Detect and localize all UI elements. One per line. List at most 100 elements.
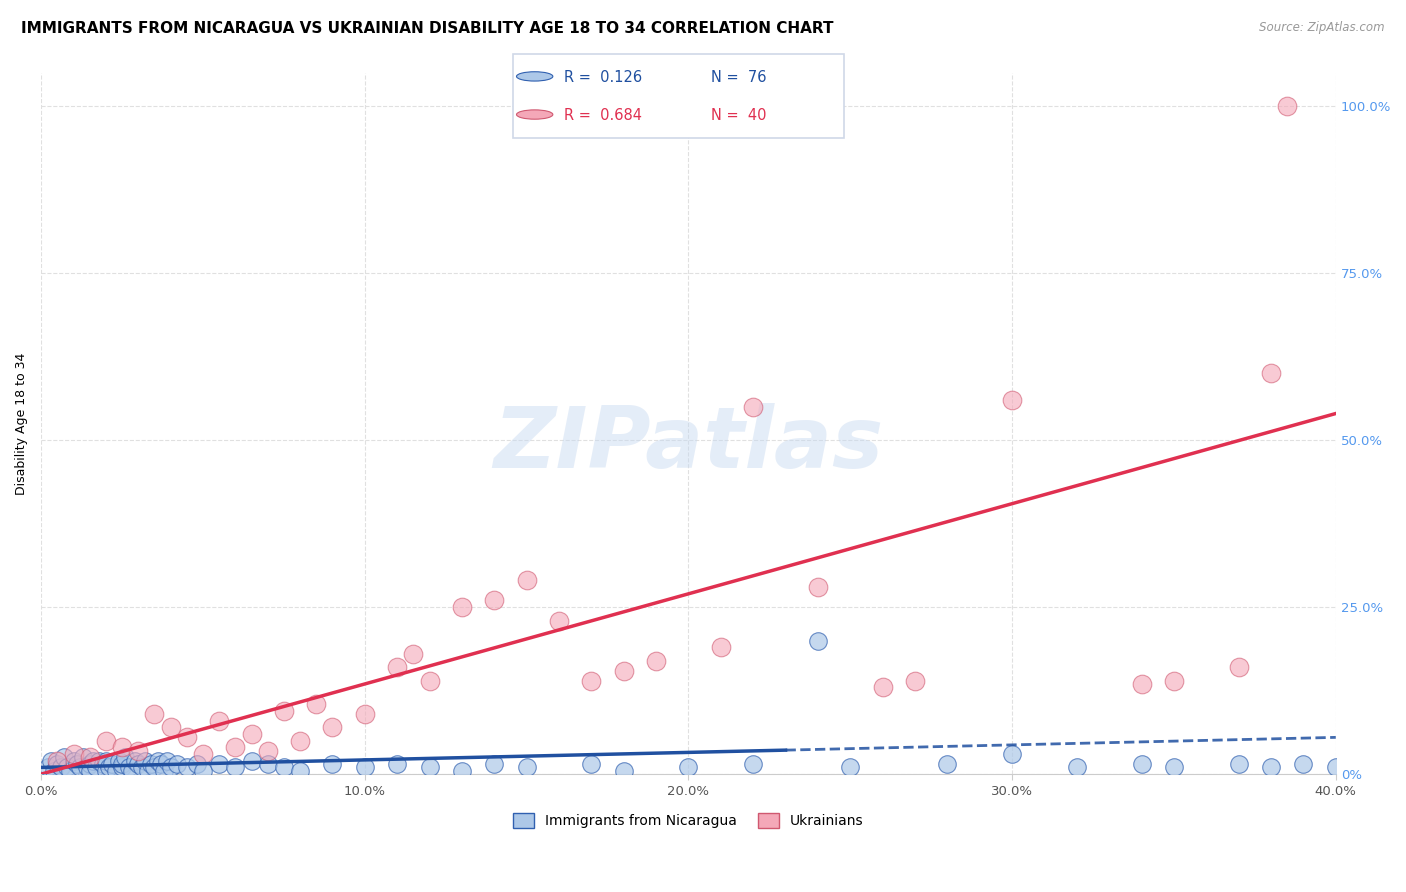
Legend: Immigrants from Nicaragua, Ukrainians: Immigrants from Nicaragua, Ukrainians — [508, 808, 869, 834]
Point — [387, 660, 409, 674]
Point — [141, 757, 163, 772]
Point — [37, 760, 59, 774]
Point — [353, 706, 375, 721]
Point — [208, 757, 231, 772]
Point — [1130, 677, 1153, 691]
Point — [208, 714, 231, 728]
Point — [62, 754, 84, 768]
Point — [419, 673, 441, 688]
Point — [451, 600, 474, 615]
Point — [143, 706, 166, 721]
Point — [419, 760, 441, 774]
Text: IMMIGRANTS FROM NICARAGUA VS UKRAINIAN DISABILITY AGE 18 TO 34 CORRELATION CHART: IMMIGRANTS FROM NICARAGUA VS UKRAINIAN D… — [21, 21, 834, 37]
Point — [645, 654, 668, 668]
Point — [402, 647, 425, 661]
Point — [1163, 760, 1185, 774]
Point — [904, 673, 927, 688]
Point — [166, 757, 188, 772]
Point — [69, 760, 91, 774]
Point — [79, 750, 101, 764]
Point — [581, 673, 603, 688]
Point — [1001, 393, 1024, 408]
Point — [79, 764, 101, 778]
Point — [807, 580, 830, 594]
Point — [1130, 757, 1153, 772]
Point — [321, 757, 343, 772]
Point — [82, 754, 104, 768]
FancyBboxPatch shape — [513, 54, 844, 138]
Point — [1260, 760, 1282, 774]
Point — [288, 733, 311, 747]
Point — [256, 757, 278, 772]
Point — [240, 754, 263, 768]
Point — [224, 760, 246, 774]
Point — [89, 754, 111, 768]
Point — [191, 764, 214, 778]
Point — [98, 760, 121, 774]
Point — [353, 760, 375, 774]
Point — [1277, 99, 1299, 113]
Point — [94, 733, 117, 747]
Point — [516, 574, 538, 588]
Point — [94, 754, 117, 768]
Point — [46, 757, 69, 772]
Point — [91, 757, 114, 772]
Point — [807, 633, 830, 648]
Point — [124, 754, 146, 768]
Point — [143, 760, 166, 774]
Point — [136, 764, 159, 778]
Point — [273, 760, 295, 774]
Point — [872, 681, 894, 695]
Point — [111, 760, 134, 774]
Point — [1292, 757, 1315, 772]
Point — [39, 754, 62, 768]
Point — [72, 750, 94, 764]
Point — [94, 764, 117, 778]
Point — [256, 744, 278, 758]
Point — [1357, 757, 1379, 772]
Point — [44, 764, 66, 778]
Point — [186, 757, 208, 772]
Point — [387, 757, 409, 772]
Point — [52, 750, 75, 764]
Point — [49, 760, 72, 774]
Point — [153, 764, 176, 778]
Point — [548, 614, 571, 628]
Text: R =  0.684: R = 0.684 — [564, 108, 643, 123]
Point — [1324, 760, 1347, 774]
Point — [321, 720, 343, 734]
Point — [710, 640, 733, 655]
Point — [224, 740, 246, 755]
Point — [484, 757, 506, 772]
Point — [121, 764, 143, 778]
Point — [62, 747, 84, 761]
Text: N =  76: N = 76 — [711, 70, 766, 85]
Point — [146, 754, 169, 768]
Text: ZIPatlas: ZIPatlas — [494, 403, 883, 486]
Point — [84, 760, 107, 774]
Point — [742, 400, 765, 414]
Point — [159, 760, 181, 774]
Point — [127, 744, 149, 758]
Point — [240, 727, 263, 741]
Point — [451, 764, 474, 778]
Point — [114, 750, 136, 764]
Point — [613, 664, 636, 678]
Point — [104, 764, 127, 778]
Point — [516, 760, 538, 774]
Point — [1066, 760, 1088, 774]
Point — [613, 764, 636, 778]
Point — [484, 593, 506, 607]
Point — [59, 764, 82, 778]
Point — [79, 757, 101, 772]
Point — [936, 757, 959, 772]
Circle shape — [516, 110, 553, 120]
Point — [839, 760, 862, 774]
Point — [66, 757, 89, 772]
Point — [581, 757, 603, 772]
Point — [1227, 660, 1250, 674]
Point — [1260, 367, 1282, 381]
Text: N =  40: N = 40 — [711, 108, 766, 123]
Point — [117, 760, 139, 774]
Point — [149, 757, 172, 772]
